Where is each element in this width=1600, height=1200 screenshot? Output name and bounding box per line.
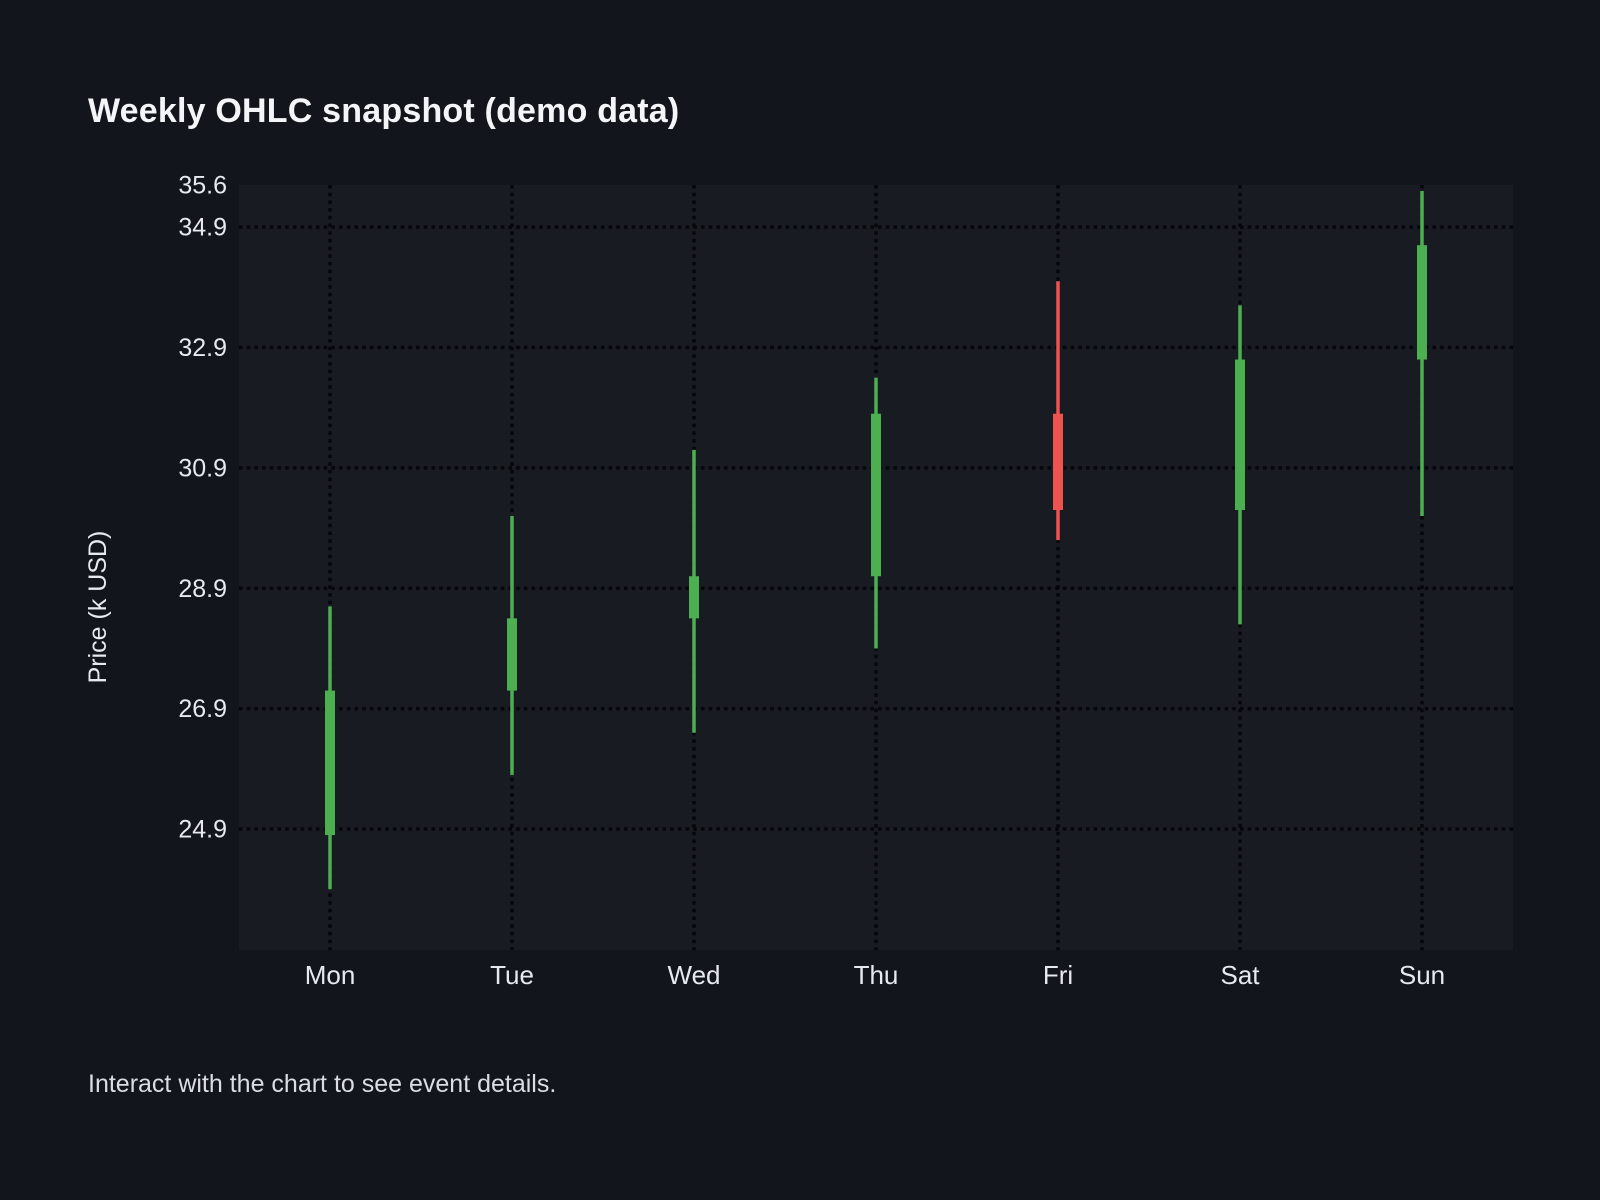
candle-body[interactable] [1417,245,1427,360]
candle-body[interactable] [325,690,335,836]
candle-body[interactable] [871,413,881,577]
y-tick-label: 35.6 [178,172,227,200]
y-tick-label: 32.9 [178,334,227,362]
chart-title: Weekly OHLC snapshot (demo data) [88,92,680,130]
y-tick-label: 24.9 [178,816,227,844]
x-tick-label: Sat [1220,960,1260,990]
x-tick-label: Mon [305,960,356,990]
candle-body[interactable] [689,576,699,619]
y-tick-label: 34.9 [178,214,227,242]
candle-body[interactable] [507,618,517,691]
y-tick-label: 28.9 [178,575,227,603]
candle-body[interactable] [1053,413,1063,511]
footer-hint: Interact with the chart to see event det… [88,1070,557,1098]
x-tick-label: Thu [854,960,899,990]
x-tick-label: Fri [1043,960,1073,990]
y-axis-title: Price (k USD) [84,531,112,684]
y-tick-label: 26.9 [178,695,227,723]
x-tick-label: Sun [1399,960,1445,990]
x-tick-label: Tue [490,960,534,990]
x-tick-label: Wed [668,960,721,990]
y-tick-label: 30.9 [178,454,227,482]
candle-body[interactable] [1235,359,1245,511]
